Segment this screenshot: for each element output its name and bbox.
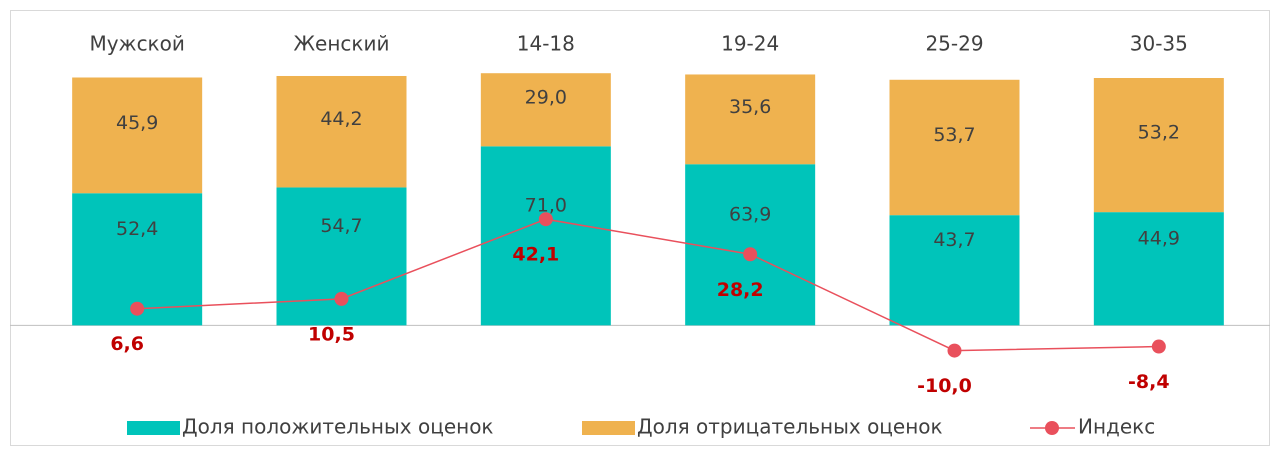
index-point xyxy=(130,301,145,316)
value-label: 29,0 xyxy=(525,86,567,108)
index-line xyxy=(137,218,1159,352)
value-label: 52,4 xyxy=(116,218,158,240)
legend-swatch xyxy=(582,421,635,435)
bar-segment xyxy=(1093,78,1224,213)
index-label: -10,0 xyxy=(917,375,972,397)
value-label: 43,7 xyxy=(933,229,975,251)
bar-segment xyxy=(889,215,1020,326)
index-point xyxy=(1151,339,1166,354)
category-label: 19-24 xyxy=(721,32,779,56)
value-label: 44,9 xyxy=(1138,227,1180,249)
bar-segment xyxy=(1093,212,1224,326)
index-label: 42,1 xyxy=(512,244,559,266)
value-label: 45,9 xyxy=(116,112,158,134)
category-label: Женский xyxy=(294,32,390,56)
value-label: 63,9 xyxy=(729,203,771,225)
value-label: 71,0 xyxy=(525,194,567,216)
index-point xyxy=(947,343,962,358)
bar-segment xyxy=(72,77,203,194)
legend-label: Доля положительных оценок xyxy=(182,415,494,439)
index-label: 28,2 xyxy=(717,279,764,301)
value-label: 44,2 xyxy=(320,108,362,130)
legend-label: Доля отрицательных оценок xyxy=(637,415,943,439)
legend-label: Индекс xyxy=(1078,415,1155,439)
value-label: 53,7 xyxy=(933,124,975,146)
chart-border xyxy=(10,10,1270,446)
index-point xyxy=(743,247,758,262)
bar-segment xyxy=(276,75,407,188)
category-label: 25-29 xyxy=(925,32,983,56)
bar-segment xyxy=(685,74,816,165)
bar-segment xyxy=(480,146,611,326)
legend-swatch xyxy=(127,421,180,435)
category-label: Мужской xyxy=(89,32,184,56)
index-point xyxy=(334,291,349,306)
legend-marker xyxy=(1045,421,1059,435)
index-point xyxy=(538,212,553,227)
value-label: 53,2 xyxy=(1138,122,1180,144)
index-label: 10,5 xyxy=(308,323,355,345)
index-label: -8,4 xyxy=(1128,371,1170,393)
category-label: 30-35 xyxy=(1130,32,1188,56)
value-label: 35,6 xyxy=(729,96,771,118)
index-label: 6,6 xyxy=(110,333,144,355)
bar-segment xyxy=(889,79,1020,216)
value-label: 54,7 xyxy=(320,215,362,237)
bar-segment xyxy=(685,164,816,326)
category-label: 14-18 xyxy=(517,32,575,56)
bar-segment xyxy=(480,73,611,147)
